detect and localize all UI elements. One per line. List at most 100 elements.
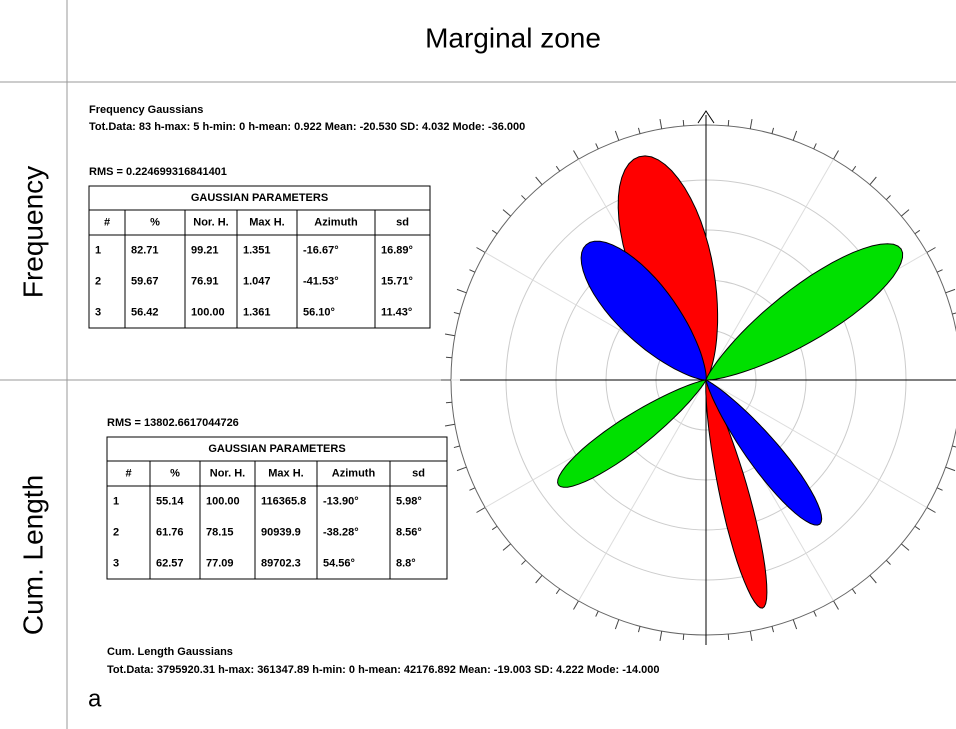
compass-tick <box>833 150 839 160</box>
compass-tick <box>682 119 685 127</box>
stats: Tot.Data: 3795920.31 h-max: 361347.89 h-… <box>107 664 660 676</box>
row-label: Cum. Length <box>17 475 48 635</box>
column-header: Azimuth <box>332 467 376 479</box>
compass-tick <box>771 127 775 134</box>
compass-tick <box>595 610 599 617</box>
compass-tick <box>491 229 498 235</box>
table-cell: 11.43° <box>381 306 412 318</box>
compass-tick <box>792 619 798 630</box>
table-cell: -41.53° <box>303 275 339 287</box>
compass-tick <box>771 626 775 633</box>
table-cell: 89702.3 <box>261 557 301 569</box>
compass-tick <box>869 176 877 185</box>
table-cell: 3 <box>113 557 119 569</box>
table-title: GAUSSIAN PARAMETERS <box>208 443 345 455</box>
compass-tick <box>521 559 527 565</box>
table-cell: 54.56° <box>323 557 355 569</box>
compass-tick <box>614 619 620 630</box>
table-cell: 15.71° <box>381 275 413 287</box>
compass-tick <box>476 247 486 253</box>
table-cell: 76.91 <box>191 275 219 287</box>
compass-tick <box>445 356 453 359</box>
compass-tick <box>502 543 511 551</box>
compass-tick <box>851 165 857 172</box>
compass-tick <box>659 118 663 129</box>
table-frame <box>88 185 431 329</box>
figure-label: a <box>88 685 102 712</box>
table-cell: 61.76 <box>156 526 184 538</box>
rose-diagram <box>441 110 956 645</box>
compass-tick <box>914 525 921 531</box>
table-cell: 99.21 <box>191 244 219 256</box>
table-cell: 5.98° <box>396 495 422 507</box>
table-cell: 1.351 <box>243 244 271 256</box>
compass-tick <box>926 247 936 253</box>
compass-tick <box>535 575 543 584</box>
table-cell: 77.09 <box>206 557 234 569</box>
column-header: sd <box>396 216 409 228</box>
grid-spoke <box>578 379 707 602</box>
compass-tick <box>555 165 561 172</box>
compass-tick <box>456 288 467 294</box>
compass-tick <box>749 118 753 129</box>
petal <box>557 379 707 488</box>
column-header: Nor. H. <box>193 216 228 228</box>
stats: Tot.Data: 83 h-max: 5 h-min: 0 h-mean: 0… <box>89 121 525 133</box>
compass-tick <box>637 626 641 633</box>
compass-tick <box>952 312 956 315</box>
compass-tick <box>573 600 579 610</box>
column-header: Max H. <box>268 467 303 479</box>
rms: RMS = 13802.6617044726 <box>107 417 239 429</box>
petal <box>705 243 904 381</box>
table-cell: 2 <box>95 275 101 287</box>
table-cell: 82.71 <box>131 244 159 256</box>
compass-tick <box>952 445 956 448</box>
header-title: Marginal zone <box>425 22 601 53</box>
column-header: # <box>125 467 131 479</box>
compass-tick <box>476 507 486 513</box>
heading: Cum. Length Gaussians <box>107 646 233 658</box>
compass-tick <box>444 333 455 337</box>
compass-tick <box>936 487 943 491</box>
table-title: GAUSSIAN PARAMETERS <box>191 192 328 204</box>
compass-tick <box>502 209 511 217</box>
table-cell: 55.14 <box>156 495 184 507</box>
heading: Frequency Gaussians <box>89 104 203 116</box>
compass-tick <box>727 119 730 127</box>
compass-tick <box>833 600 839 610</box>
compass-tick <box>491 525 498 531</box>
compass-tick <box>945 466 956 472</box>
compass-tick <box>444 423 455 427</box>
table-cell: 116365.8 <box>261 495 306 507</box>
compass-tick <box>936 269 943 273</box>
table-cell: -38.28° <box>323 526 359 538</box>
compass-tick <box>453 445 460 449</box>
table-cell: 56.42 <box>131 306 159 318</box>
table-cell: 1.047 <box>243 275 271 287</box>
column-header: Nor. H. <box>210 467 245 479</box>
petal <box>705 379 823 526</box>
table-cell: 78.15 <box>206 526 234 538</box>
table-frame <box>106 436 448 580</box>
column-header: Azimuth <box>314 216 358 228</box>
table-cell: 8.56° <box>396 526 422 538</box>
compass-tick <box>682 633 685 641</box>
row-label: Frequency <box>17 166 48 298</box>
table-cell: 1 <box>113 495 119 507</box>
table-cell: 8.8° <box>396 557 416 569</box>
rms: RMS = 0.224699316841401 <box>89 166 227 178</box>
compass-tick <box>573 150 579 160</box>
compass-tick <box>792 130 798 141</box>
compass-tick <box>445 401 453 404</box>
compass-tick <box>851 588 857 595</box>
compass-tick <box>456 466 467 472</box>
compass-tick <box>945 288 956 294</box>
compass-tick <box>885 559 891 565</box>
table-cell: 62.57 <box>156 557 184 569</box>
compass-tick <box>901 543 910 551</box>
table-cell: 100.00 <box>206 495 240 507</box>
table-cell: 100.00 <box>191 306 225 318</box>
compass-tick <box>614 130 620 141</box>
compass-tick <box>727 633 730 641</box>
table-cell: 90939.9 <box>261 526 301 538</box>
